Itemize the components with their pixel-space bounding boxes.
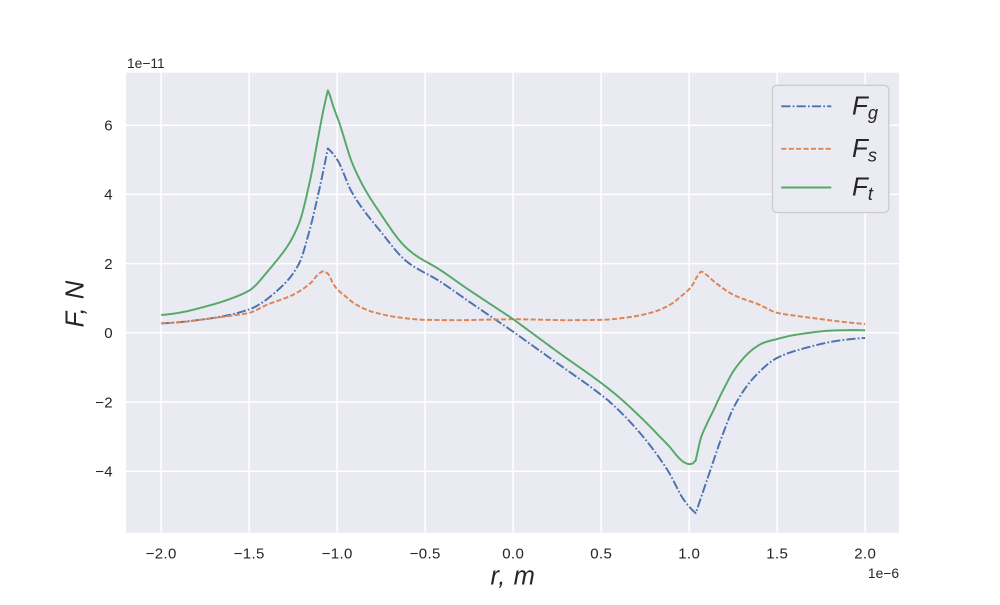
svg-text:2: 2 <box>104 256 113 273</box>
svg-text:F, N: F, N <box>62 280 90 327</box>
svg-text:2.0: 2.0 <box>854 546 876 563</box>
svg-text:1.5: 1.5 <box>766 546 788 563</box>
svg-text:1e−11: 1e−11 <box>127 56 165 71</box>
svg-text:−2.0: −2.0 <box>146 546 177 563</box>
svg-text:0.5: 0.5 <box>590 546 612 563</box>
svg-text:1e−6: 1e−6 <box>868 566 899 581</box>
svg-text:0.0: 0.0 <box>502 546 524 563</box>
svg-text:0: 0 <box>104 325 113 342</box>
svg-text:−1.5: −1.5 <box>234 546 265 563</box>
svg-text:−2: −2 <box>95 394 113 411</box>
svg-text:−0.5: −0.5 <box>410 546 441 563</box>
svg-text:−1.0: −1.0 <box>322 546 353 563</box>
svg-text:−4: −4 <box>95 464 113 481</box>
svg-text:1.0: 1.0 <box>678 546 700 563</box>
svg-text:6: 6 <box>104 118 113 135</box>
svg-text:4: 4 <box>104 187 113 204</box>
svg-text:r, m: r, m <box>491 563 536 591</box>
